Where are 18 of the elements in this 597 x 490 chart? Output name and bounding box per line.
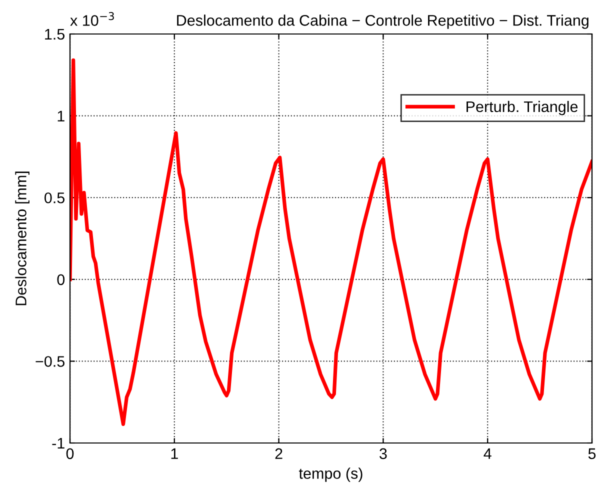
- x-tick-label: 5: [588, 448, 596, 460]
- y-tick-label: 0.5: [44, 192, 64, 204]
- x-tick-label: 4: [484, 448, 492, 459]
- chart-title: Deslocamento da Cabina − Controle Repetitivo − Dist. Triang: [177, 14, 588, 29]
- legend-label: Perturb. Triangle: [466, 100, 578, 116]
- x-tick-label: 3: [380, 448, 387, 460]
- y-tick-label: -1: [52, 438, 64, 449]
- x-axis-title: tempo (s): [298, 468, 362, 482]
- x-tick-label: 1: [171, 448, 178, 459]
- y-axis-title: Deslocamento [mm]: [15, 172, 30, 306]
- y-tick-label: 1.5: [45, 29, 64, 40]
- y-tick-label: −0.5: [36, 356, 64, 367]
- y-tick-label: 1: [58, 110, 64, 122]
- line-series: [70, 58, 592, 426]
- y-tick-label: 0: [57, 274, 65, 286]
- x-tick-label: 2: [275, 448, 282, 459]
- x-tick-label: 0: [66, 448, 74, 460]
- text: x 10$^{−3}$: [70, 12, 114, 26]
